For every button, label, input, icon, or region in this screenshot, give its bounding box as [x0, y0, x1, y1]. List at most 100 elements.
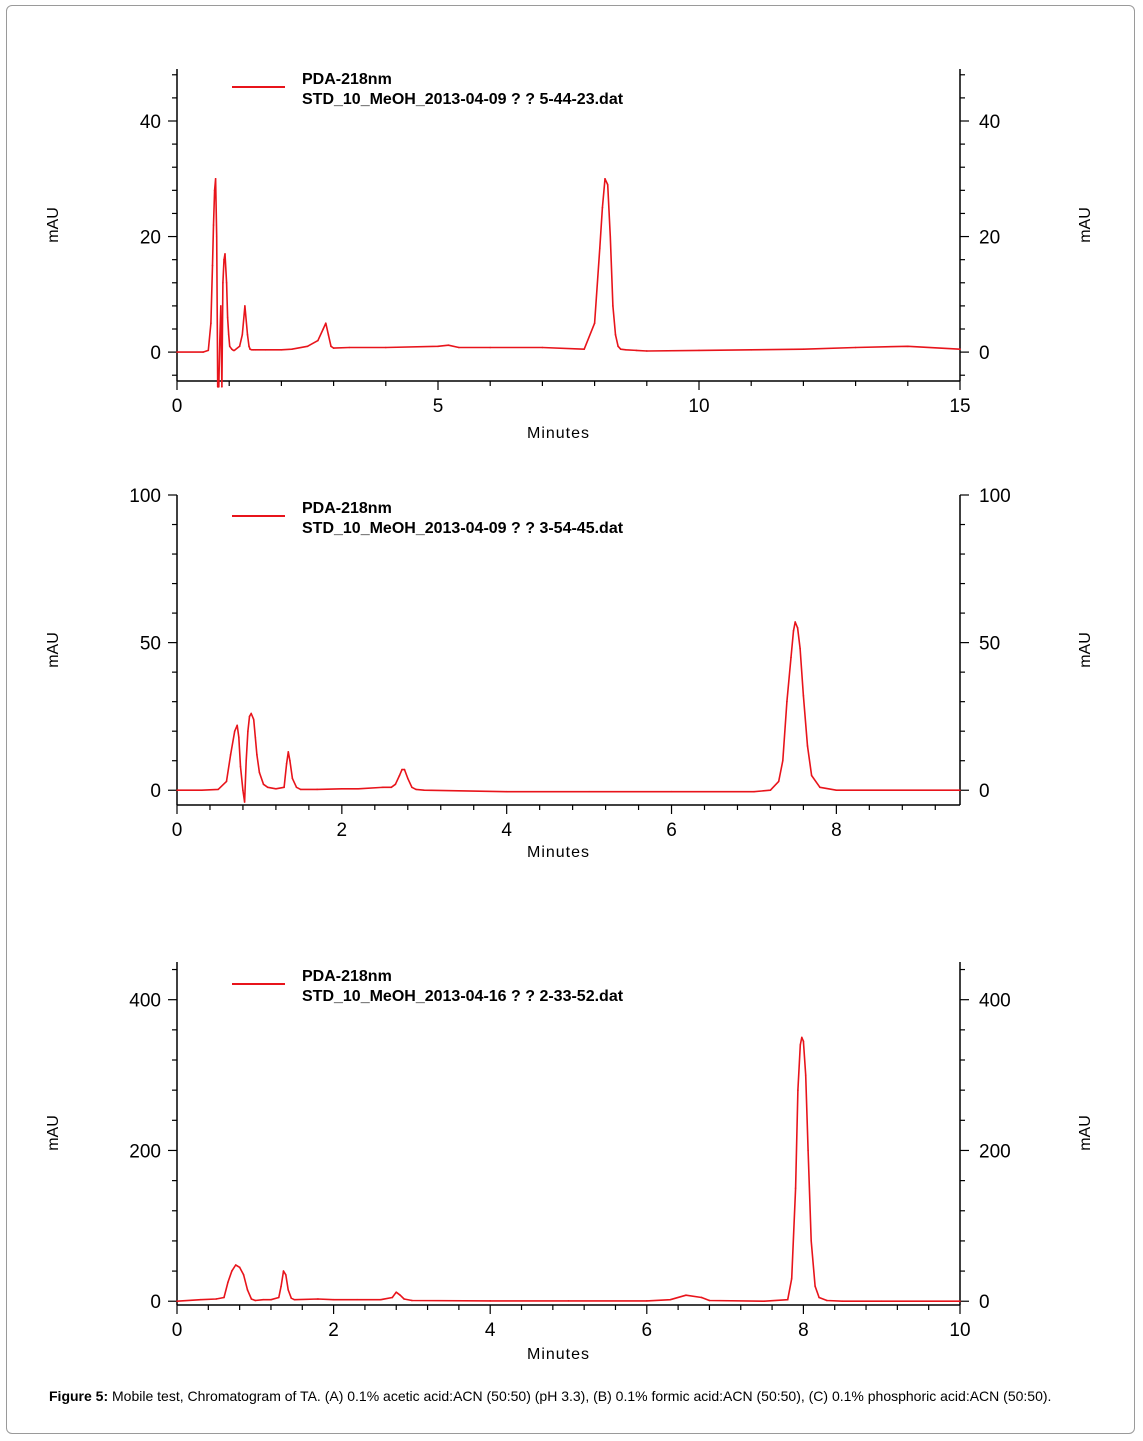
series-point — [234, 1264, 237, 1266]
series-point — [583, 348, 585, 351]
series-point — [348, 346, 351, 349]
series-point — [176, 1300, 178, 1303]
y-tick-label-right: 20 — [979, 228, 1000, 249]
series-point — [606, 183, 609, 186]
series-point — [604, 177, 606, 180]
y-tick-label-right: 0 — [979, 343, 990, 364]
series-point — [227, 1281, 229, 1284]
caption-label: Figure 5: — [49, 1388, 109, 1404]
series-point — [411, 1299, 413, 1302]
y-axis-title-left: mAU — [45, 632, 62, 668]
legend-detector: PDA-218nm — [302, 71, 392, 88]
series-point — [316, 788, 318, 791]
series-point — [390, 786, 393, 789]
legend-detector: PDA-218nm — [302, 968, 392, 985]
series-point — [258, 771, 261, 774]
series-point — [282, 1270, 285, 1272]
series-point — [391, 1296, 394, 1299]
x-tick-label: 0 — [172, 396, 183, 417]
series-point — [247, 730, 249, 732]
series-point — [291, 348, 293, 351]
series-point — [567, 1300, 570, 1302]
series-point — [211, 264, 214, 267]
chromatogram-a: 0 5 10 15 0 0 20 20 40 40 Minutes mAU mAU PDA-218nm ST… — [45, 69, 1094, 442]
series-point — [357, 787, 360, 790]
series-point — [625, 349, 627, 351]
series-point — [241, 333, 244, 336]
series-point — [283, 786, 285, 789]
y-tick-label-right: 200 — [979, 1141, 1011, 1162]
series-point — [796, 627, 799, 629]
legend-file: STD_10_MeOH_2013-04-16 ? ? 2-33-52.dat — [302, 988, 624, 1005]
y-tick-label-right: 0 — [979, 1292, 990, 1313]
series-point — [248, 345, 250, 348]
y-tick-label-left: 0 — [150, 1292, 161, 1313]
legend-detector: PDA-218nm — [302, 500, 392, 517]
series-point — [646, 1300, 648, 1302]
series-point — [299, 788, 302, 791]
x-tick-label: 10 — [688, 396, 709, 417]
series-point — [327, 333, 330, 336]
series-point — [794, 621, 796, 623]
series-point — [790, 1277, 793, 1280]
y-tick-label-left: 100 — [129, 486, 161, 507]
series-point — [617, 345, 619, 348]
x-tick-label: 8 — [798, 1320, 809, 1341]
series-point — [382, 786, 384, 789]
series-point — [280, 349, 283, 351]
x-tick-label: 6 — [642, 1320, 653, 1341]
series-point — [250, 712, 252, 715]
y-tick-label-right: 400 — [979, 991, 1011, 1012]
series-point — [202, 351, 204, 353]
series-point — [635, 349, 638, 352]
x-tick-label: 5 — [433, 396, 444, 417]
series-point — [763, 1300, 766, 1303]
series-point — [588, 790, 590, 793]
series-point — [698, 349, 700, 352]
series-line — [177, 621, 960, 803]
series-point — [285, 762, 288, 765]
series-point — [250, 349, 253, 351]
series-point — [254, 349, 257, 351]
series-point — [214, 177, 217, 180]
series-point — [246, 333, 249, 336]
legend-file: STD_10_MeOH_2013-04-09 ? ? 5-44-23.dat — [302, 91, 624, 108]
series-point — [262, 783, 265, 786]
series-point — [207, 349, 210, 352]
series-point — [802, 694, 805, 697]
series-point — [275, 787, 277, 790]
series-point — [907, 345, 909, 348]
series-point — [290, 1297, 293, 1300]
series-point — [280, 1285, 282, 1287]
series-point — [176, 789, 178, 792]
series-point — [287, 751, 290, 753]
series-point — [802, 348, 805, 351]
series-point — [781, 759, 784, 762]
series-point — [212, 224, 215, 226]
series-point — [226, 316, 229, 319]
series-point — [880, 1300, 883, 1303]
series-point — [379, 1298, 382, 1301]
series-point — [411, 786, 413, 789]
figure-frame — [6, 5, 1135, 1434]
series-point — [213, 189, 216, 192]
series-point — [804, 1074, 807, 1076]
series-point — [242, 789, 244, 792]
series-point — [750, 349, 752, 351]
series-point — [394, 783, 397, 786]
series-point — [806, 745, 809, 747]
series-point — [217, 788, 220, 791]
series-point — [489, 346, 492, 349]
series-point — [401, 768, 403, 771]
series-point — [225, 281, 228, 284]
x-tick-label: 15 — [949, 396, 970, 417]
y-tick-label-left: 50 — [140, 634, 161, 655]
series-point — [219, 339, 221, 342]
series-point — [403, 768, 406, 771]
series-point — [959, 789, 961, 792]
series-point — [289, 759, 291, 762]
figure-caption: Figure 5: Mobile test, Chromatogram of T… — [49, 1388, 1109, 1405]
y-axis-title-left: mAU — [45, 207, 62, 243]
y-tick-label-left: 0 — [150, 343, 161, 364]
series-point — [769, 789, 772, 792]
